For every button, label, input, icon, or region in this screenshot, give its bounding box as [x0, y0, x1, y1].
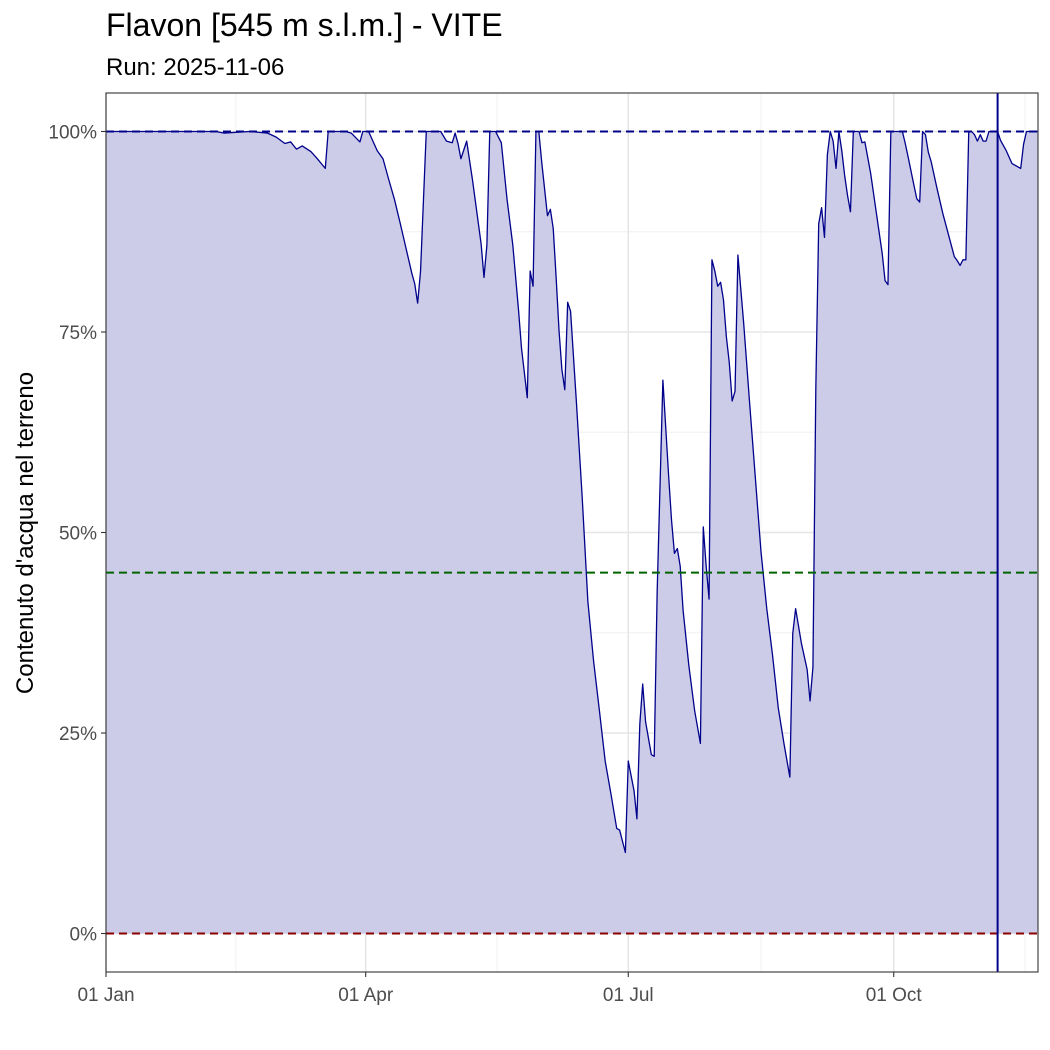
x-tick-label: 01 Jul: [603, 985, 654, 1006]
area-layer: [106, 130, 1038, 934]
y-axis: 0% 25% 50% 75% 100%: [48, 122, 106, 946]
x-axis: 01 Jan 01 Apr 01 Jul 01 Oct: [77, 972, 922, 1006]
y-tick-label: 50%: [59, 524, 97, 545]
x-tick-label: 01 Jan: [77, 985, 134, 1006]
series-area-fill: [106, 131, 1038, 934]
y-tick-label: 75%: [59, 323, 97, 344]
y-axis-label: Contenuto d'acqua nel terreno: [12, 372, 39, 694]
x-tick-label: 01 Oct: [866, 985, 923, 1006]
y-tick-label: 100%: [48, 122, 97, 143]
y-tick-label: 0%: [70, 925, 98, 946]
y-tick-label: 25%: [59, 724, 97, 745]
chart-title: Flavon [545 m s.l.m.] - VITE: [106, 7, 503, 43]
series-line: [106, 130, 1038, 854]
x-tick-label: 01 Apr: [338, 985, 394, 1006]
chart-subtitle: Run: 2025-11-06: [106, 54, 284, 81]
